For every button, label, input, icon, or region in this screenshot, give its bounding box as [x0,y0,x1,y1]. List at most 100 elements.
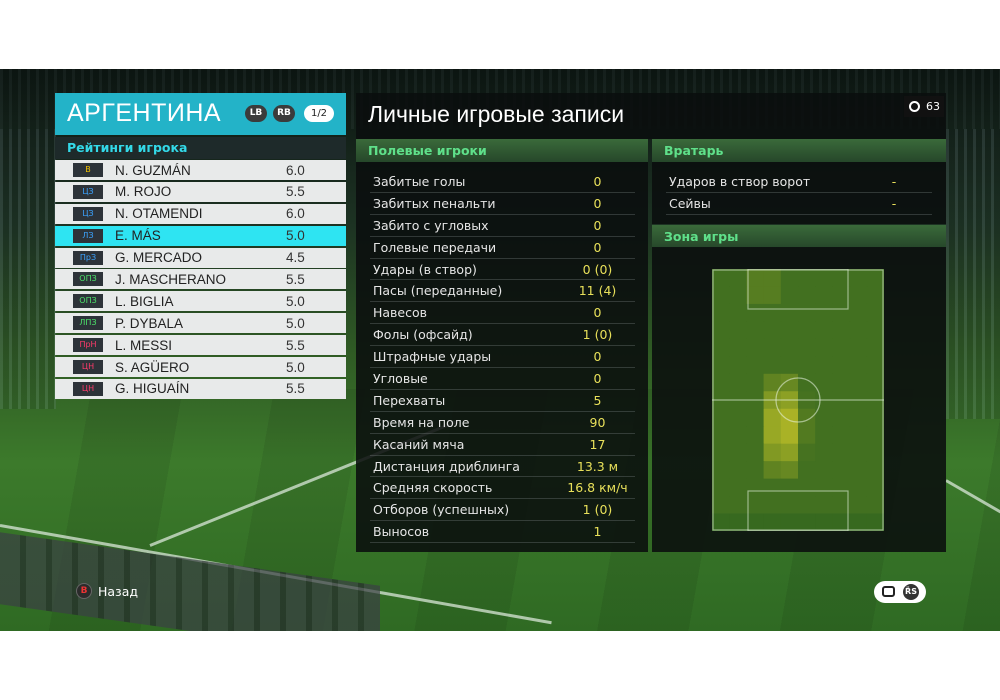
stat-row: Удары (в створ) 0 (0) [370,259,635,281]
stat-label: Сейвы [669,195,711,211]
pitch-marking [775,377,821,423]
stat-value: 0 [593,305,602,321]
player-name: G. HIGUAÍN [115,381,190,397]
player-row[interactable]: ОПЗ J. MASCHERANO 5.5 [55,269,346,290]
heatmap-cell [746,321,765,340]
heatmap-cell [798,408,816,427]
heatmap-cell [746,496,765,515]
heatmap-cell [832,373,851,392]
stat-row: Отборов (успешных) 1 (0) [370,499,635,522]
player-row[interactable]: ОПЗ L. BIGLIA 5.0 [55,291,346,312]
heatmap-cell [763,356,782,375]
gk-stat-row: Ударов в створ ворот - [666,171,932,193]
position-badge: ЛЗ [73,228,103,243]
heatmap-cell [798,478,816,497]
player-rating: 5.5 [286,184,305,200]
player-rating: 5.0 [286,293,305,309]
page-title: Личные игровые записи [368,101,625,127]
heatmap-cell [866,496,884,515]
heatmap-cell [729,496,747,515]
clock-icon [909,101,920,112]
heatmap-cell [815,443,833,462]
page-indicator: 1/2 [304,105,334,122]
heatmap-cell [866,408,884,427]
stat-value: 90 [589,414,606,430]
heatmap-cell [849,269,868,287]
heatmap-cell [729,373,747,392]
player-name: L. BIGLIA [115,293,174,309]
stat-row: Перехваты 5 [370,390,635,412]
player-row[interactable]: ЦН S. AGÜERO 5.0 [55,357,346,378]
player-name: E. MÁS [115,228,161,244]
player-rating: 4.5 [286,250,305,266]
heatmap-cell [866,373,884,392]
player-name: N. GUZMÁN [115,162,191,178]
heatmap-cell [866,461,884,480]
heatmap-cell [798,461,816,480]
stat-label: Забитые голы [373,173,466,189]
heatmap-cell [763,426,782,445]
stat-value: 0 [593,217,602,233]
player-row[interactable]: ЦЗ M. ROJO 5.5 [55,181,346,202]
heatmap-cell [815,426,833,445]
player-row[interactable]: ПрЗ G. MERCADO 4.5 [55,247,346,268]
player-row[interactable]: ЛЗ E. MÁS 5.0 [55,225,346,246]
lb-button[interactable]: LB [245,105,267,122]
player-row[interactable]: ЛПЗ P. DYBALA 5.0 [55,313,346,334]
stat-label: Выносов [373,524,430,540]
play-zone-header: Зона игры [652,225,946,248]
heatmap-cell [832,496,851,515]
position-badge: ОПЗ [73,294,103,309]
player-row[interactable]: ПрН L. MESSI 5.5 [55,335,346,356]
heatmap-cell [832,408,851,427]
heatmap-cell [729,321,747,340]
heatmap-cell [849,321,868,340]
heatmap-cell [849,478,868,497]
heatmap-cell [746,478,765,497]
heatmap-cell [712,478,730,497]
stands-left [0,129,56,409]
player-rating: 5.0 [286,228,305,244]
ratings-header: Рейтинги игрока [55,137,346,159]
field-stats-panel [356,162,648,552]
player-row[interactable]: ЦЗ N. OTAMENDI 6.0 [55,203,346,224]
heatmap-cell [832,443,851,462]
pitch-marking [747,269,849,310]
stat-row: Угловые 0 [370,368,635,390]
heatmap-cell [832,338,851,357]
heatmap-cell [815,321,833,340]
heatmap-cell [780,338,799,357]
heatmap-cell [832,269,851,287]
heatmap-cell [780,303,799,322]
heatmap-cell [746,426,765,445]
stat-value: 0 [593,349,602,365]
stat-row: Дистанция дриблинга 13.3 м [370,456,635,478]
player-row[interactable]: В N. GUZMÁN 6.0 [55,160,346,180]
position-badge: В [73,163,103,177]
gk-stats-panel [652,162,946,224]
rb-button[interactable]: RB [273,105,295,122]
stat-row: Пасы (переданные) 11 (4) [370,280,635,303]
heatmap-cell [746,513,765,531]
heatmap-cell [798,303,816,322]
heatmap-cell [763,513,782,531]
heatmap-cell [780,443,799,462]
stat-row: Выносов 1 [370,521,635,544]
stat-value: 0 [593,195,602,211]
position-badge: ЦН [73,360,103,375]
stat-value: 1 [593,524,602,540]
heatmap-cell [729,286,747,305]
timer-value: 63 [926,100,940,113]
chat-control[interactable]: R̈S [874,581,926,603]
stat-row: Забито с угловых 0 [370,215,635,237]
heatmap-cell [815,373,833,392]
back-button[interactable]: B Назад [76,583,138,599]
player-rating: 6.0 [286,162,305,178]
player-row[interactable]: ЦН G. HIGUAÍN 5.5 [55,378,346,399]
stat-value: 0 [593,239,602,255]
player-name: G. MERCADO [115,250,203,266]
heatmap-cell [712,461,730,480]
heatmap-cell [866,269,884,287]
stat-label: Пасы (переданные) [373,283,503,299]
heatmap-cell [780,461,799,480]
